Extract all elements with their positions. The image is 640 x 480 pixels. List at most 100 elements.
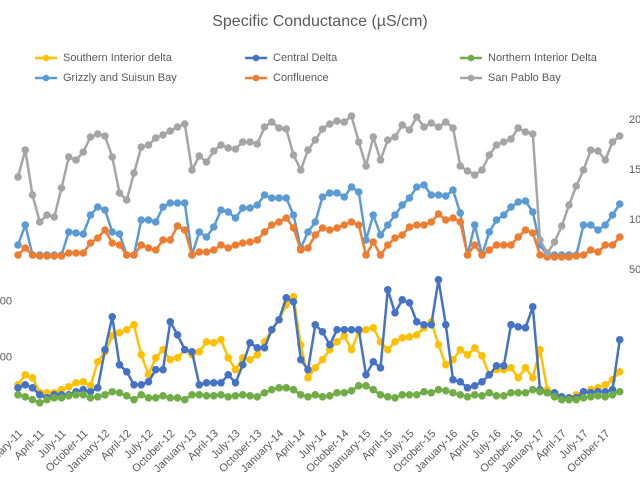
data-point (369, 324, 378, 332)
data-point (318, 224, 327, 232)
data-point (260, 123, 269, 131)
data-point (209, 378, 218, 387)
data-point (420, 387, 428, 396)
data-point (304, 393, 312, 401)
data-point (57, 394, 66, 402)
data-point (275, 218, 283, 226)
data-point (412, 330, 421, 339)
data-point (485, 370, 494, 379)
data-point (275, 124, 283, 132)
data-point (144, 216, 153, 224)
data-point (463, 350, 472, 359)
data-point (391, 394, 399, 402)
data-point (202, 391, 211, 400)
data-point (354, 325, 363, 334)
data-point (362, 381, 370, 390)
data-point (209, 147, 218, 155)
data-point (362, 162, 370, 170)
data-point (217, 141, 225, 149)
data-point (21, 370, 30, 379)
data-point (217, 378, 225, 387)
data-point (586, 146, 595, 154)
data-point (572, 252, 581, 260)
data-point (441, 216, 450, 224)
data-point (253, 236, 262, 244)
data-point (615, 387, 624, 396)
data-point (492, 362, 501, 370)
data-point (21, 393, 30, 401)
data-point (202, 337, 211, 346)
data-point (28, 251, 37, 259)
data-point (246, 355, 254, 364)
data-point (14, 251, 22, 259)
data-point (412, 183, 421, 191)
data-point (101, 345, 109, 354)
data-point (180, 345, 189, 354)
data-point (608, 138, 617, 146)
data-point (434, 340, 443, 349)
data-point (333, 325, 341, 334)
legend-label: Southern Interior delta (63, 52, 173, 64)
data-point (434, 275, 443, 284)
data-point (275, 194, 283, 202)
data-point (202, 378, 211, 387)
data-point (224, 208, 233, 216)
y2-tick-label: 15000 (629, 164, 640, 176)
data-point (57, 252, 66, 260)
data-point (137, 350, 146, 359)
data-point (507, 388, 515, 397)
data-point (391, 337, 399, 346)
data-point (615, 335, 624, 344)
legend-marker (467, 54, 475, 62)
data-point (485, 388, 494, 397)
data-point (296, 390, 305, 399)
data-point (557, 222, 566, 230)
data-point (224, 144, 233, 152)
data-point (64, 391, 73, 400)
data-point (282, 125, 291, 133)
data-point (383, 241, 392, 249)
legend-label: Confluence (273, 72, 329, 84)
data-point (398, 201, 407, 209)
data-point (282, 214, 291, 222)
data-point (333, 337, 341, 346)
data-point (253, 344, 262, 352)
data-point (115, 241, 124, 249)
data-point (420, 320, 428, 329)
data-point (195, 152, 204, 160)
data-point (449, 186, 457, 194)
data-point (347, 183, 356, 191)
y-tick-label: 1000 (0, 295, 12, 307)
data-point (238, 239, 247, 247)
series-line (16, 295, 621, 400)
data-point (528, 385, 537, 394)
data-point (434, 191, 443, 199)
data-point (463, 251, 472, 259)
data-point (376, 156, 385, 164)
data-point (507, 203, 515, 211)
data-point (420, 123, 428, 131)
data-point (383, 136, 392, 144)
legend-label: Northern Interior Delta (488, 52, 598, 64)
data-point (499, 211, 508, 219)
data-point (449, 124, 457, 132)
data-point (557, 253, 566, 261)
data-point (608, 390, 617, 399)
data-point (209, 223, 218, 231)
data-point (151, 354, 160, 362)
data-point (21, 221, 30, 229)
series-line (17, 278, 622, 400)
data-point (456, 377, 465, 386)
data-point (267, 385, 276, 394)
data-point (137, 143, 146, 151)
data-point (601, 221, 610, 229)
data-point (311, 320, 320, 329)
data-point (195, 390, 204, 399)
data-point (441, 360, 450, 369)
data-point (101, 390, 109, 399)
data-point (398, 390, 407, 399)
data-point (369, 211, 378, 219)
data-point (14, 241, 22, 249)
data-point (470, 241, 479, 249)
data-point (304, 146, 312, 154)
